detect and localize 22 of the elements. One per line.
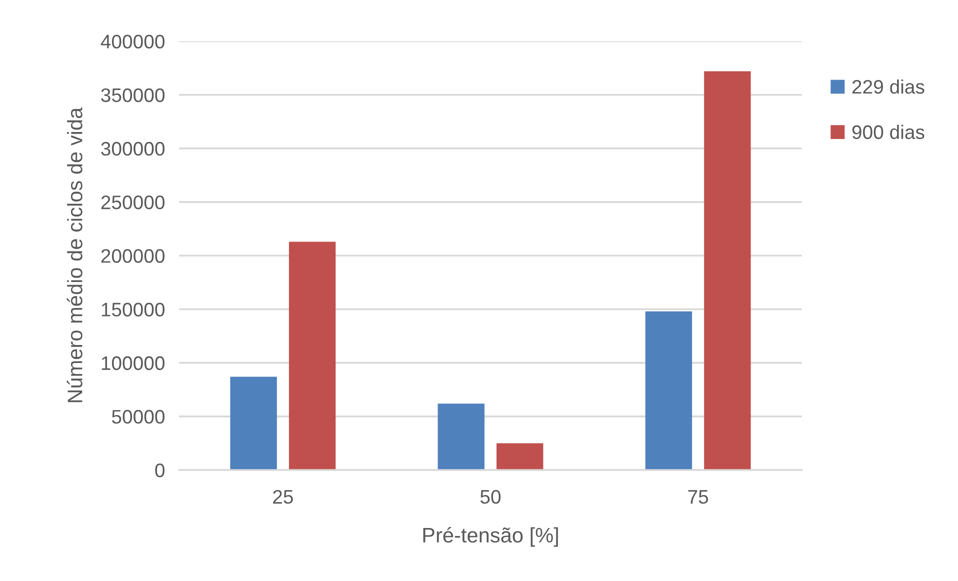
- y-tick-label: 100000: [102, 356, 165, 370]
- y-tick-label: 200000: [101, 249, 165, 263]
- x-tick-label: 75: [688, 490, 708, 504]
- x-tick-label: 25: [273, 490, 293, 504]
- legend-label: 229 dias: [852, 79, 924, 94]
- bar: [288, 242, 336, 470]
- bar: [438, 404, 484, 470]
- bar: [496, 443, 544, 470]
- bar: [645, 311, 692, 470]
- x-axis-title: Pré-tensão [%]: [423, 527, 558, 547]
- y-tick-label: 300000: [101, 142, 165, 156]
- y-axis-title: Número médio de ciclos de vida: [66, 107, 82, 402]
- legend-label: 900 dias: [852, 124, 924, 140]
- y-tick-label: 0: [155, 463, 164, 478]
- y-tick-label: 400000: [100, 34, 165, 48]
- x-tick-label: 50: [480, 490, 501, 504]
- bar: [704, 71, 751, 470]
- y-tick-label: 350000: [101, 88, 165, 102]
- bar: [230, 376, 277, 470]
- y-tick-label: 150000: [102, 302, 165, 316]
- y-tick-label: 250000: [101, 196, 165, 210]
- y-tick-label: 50000: [112, 410, 164, 424]
